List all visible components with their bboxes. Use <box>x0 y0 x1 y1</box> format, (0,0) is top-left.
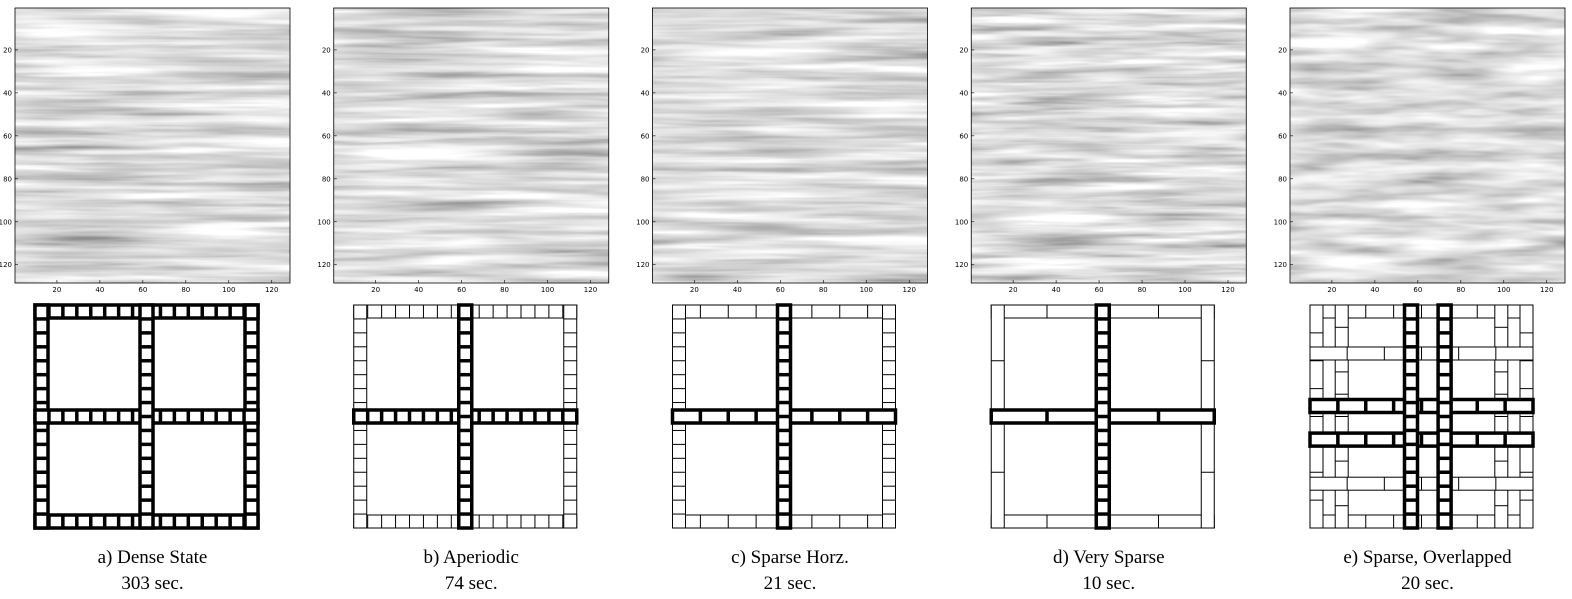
caption: d) Very Sparse <box>1053 547 1165 568</box>
y-tick-label: 120 <box>0 261 12 269</box>
x-tick-label: 100 <box>1178 286 1191 294</box>
texture-image <box>653 8 928 283</box>
x-tick-label: 40 <box>95 286 104 294</box>
x-tick-label: 40 <box>733 286 742 294</box>
caption-time: 20 sec. <box>1401 573 1454 594</box>
x-tick-label: 20 <box>690 286 699 294</box>
x-tick-label: 120 <box>1221 286 1234 294</box>
y-tick-label: 100 <box>317 218 330 226</box>
x-tick-label: 60 <box>1413 286 1422 294</box>
x-tick-label: 80 <box>1456 286 1465 294</box>
caption-time: 303 sec. <box>121 573 183 594</box>
y-tick-label: 20 <box>322 46 331 54</box>
x-tick-label: 100 <box>541 286 554 294</box>
y-tick-label: 80 <box>959 175 968 183</box>
x-tick-label: 100 <box>860 286 873 294</box>
x-tick-label: 40 <box>414 286 423 294</box>
y-tick-label: 100 <box>1274 218 1287 226</box>
caption-time: 10 sec. <box>1082 573 1135 594</box>
page: 20 40 60 80 100 120 20 40 60 80 100 120 a) Dense Sta… <box>0 0 1572 599</box>
caption-time: 74 sec. <box>445 573 498 594</box>
y-tick-label: 60 <box>959 132 968 140</box>
texture-image <box>971 8 1246 283</box>
x-tick-label: 60 <box>138 286 147 294</box>
x-tick-label: 20 <box>1009 286 1018 294</box>
texture-image <box>334 8 609 283</box>
y-tick-label: 80 <box>3 175 12 183</box>
x-tick-label: 80 <box>181 286 190 294</box>
texture-image <box>15 8 290 283</box>
y-tick-label: 20 <box>1278 46 1287 54</box>
x-tick-label: 40 <box>1052 286 1061 294</box>
y-tick-label: 100 <box>955 218 968 226</box>
y-tick-label: 80 <box>1278 175 1287 183</box>
y-tick-label: 40 <box>959 89 968 97</box>
x-tick-label: 60 <box>1095 286 1104 294</box>
figure: 20 40 60 80 100 120 20 40 60 80 100 120 a) Dense Sta… <box>0 0 1572 599</box>
y-tick-label: 60 <box>3 132 12 140</box>
x-tick-label: 100 <box>222 286 235 294</box>
caption: c) Sparse Horz. <box>731 547 849 568</box>
y-tick-label: 120 <box>636 261 649 269</box>
y-tick-label: 100 <box>636 218 649 226</box>
x-tick-label: 20 <box>371 286 380 294</box>
caption: b) Aperiodic <box>423 547 519 568</box>
x-tick-label: 40 <box>1370 286 1379 294</box>
y-tick-label: 100 <box>0 218 12 226</box>
texture-image <box>1290 8 1565 283</box>
y-tick-label: 40 <box>3 89 12 97</box>
y-tick-label: 120 <box>955 261 968 269</box>
y-tick-label: 80 <box>641 175 650 183</box>
x-tick-label: 100 <box>1497 286 1510 294</box>
y-tick-label: 40 <box>322 89 331 97</box>
y-tick-label: 20 <box>959 46 968 54</box>
y-tick-label: 40 <box>641 89 650 97</box>
y-tick-label: 20 <box>3 46 12 54</box>
caption-time: 21 sec. <box>764 573 817 594</box>
x-tick-label: 60 <box>776 286 785 294</box>
y-tick-label: 60 <box>1278 132 1287 140</box>
x-tick-label: 120 <box>584 286 597 294</box>
x-tick-label: 80 <box>819 286 828 294</box>
y-tick-label: 40 <box>1278 89 1287 97</box>
x-tick-label: 20 <box>1327 286 1336 294</box>
y-tick-label: 120 <box>317 261 330 269</box>
x-tick-label: 80 <box>1138 286 1147 294</box>
y-tick-label: 120 <box>1274 261 1287 269</box>
y-tick-label: 80 <box>322 175 331 183</box>
caption: e) Sparse, Overlapped <box>1343 547 1512 568</box>
y-tick-label: 60 <box>641 132 650 140</box>
x-tick-label: 120 <box>265 286 278 294</box>
y-tick-label: 60 <box>322 132 331 140</box>
caption: a) Dense State <box>98 547 208 568</box>
x-tick-label: 120 <box>903 286 916 294</box>
x-tick-label: 80 <box>500 286 509 294</box>
x-tick-label: 120 <box>1540 286 1553 294</box>
y-tick-label: 20 <box>641 46 650 54</box>
x-tick-label: 60 <box>457 286 466 294</box>
x-tick-label: 20 <box>52 286 61 294</box>
